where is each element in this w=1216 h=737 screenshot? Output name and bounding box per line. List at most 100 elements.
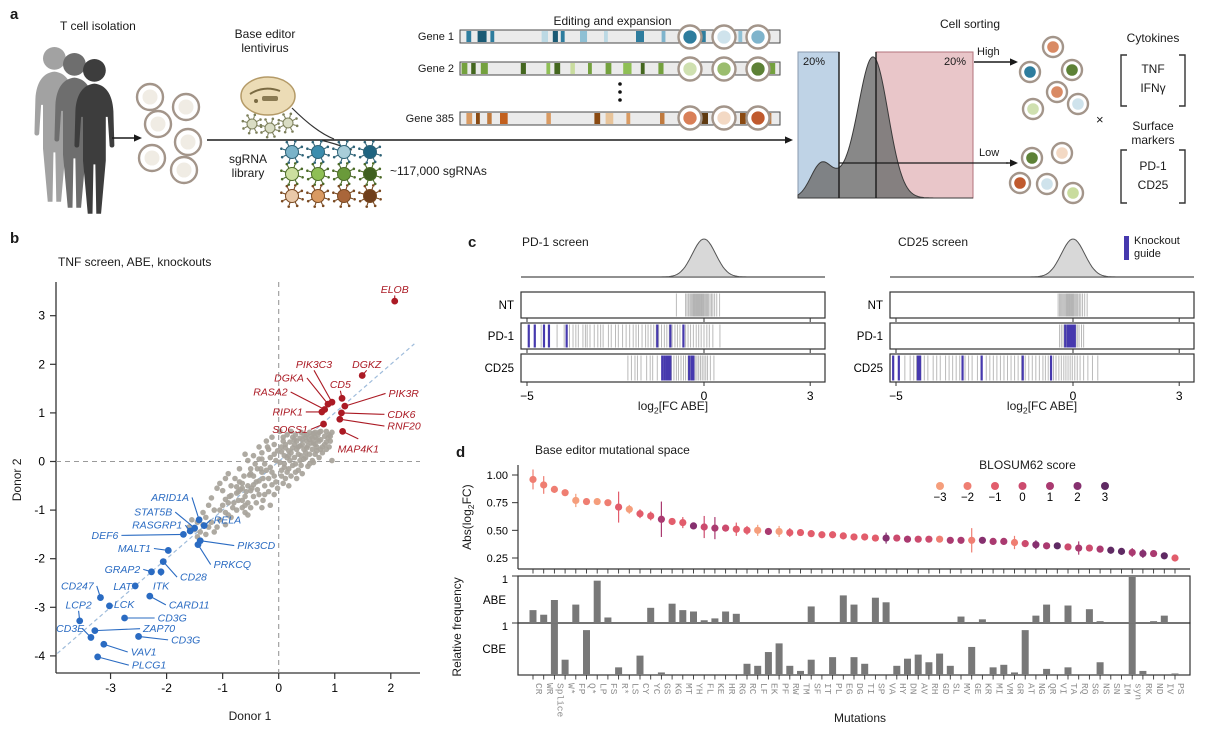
svg-text:RC: RC: [747, 683, 758, 695]
cell-icon: [1060, 58, 1084, 82]
rug-row-NT: NT: [868, 291, 1195, 322]
svg-text:CD25: CD25: [485, 363, 514, 375]
svg-text:0: 0: [1019, 492, 1025, 504]
svg-text:RQ: RQ: [1079, 683, 1090, 695]
svg-text:Q*: Q*: [587, 683, 598, 694]
xlabel-rest: [FC ABE]: [658, 399, 709, 413]
svg-text:GRAP2: GRAP2: [105, 564, 141, 576]
gene385-label: Gene 385: [405, 113, 454, 125]
svg-text:1: 1: [502, 621, 508, 633]
svg-text:PD-1: PD-1: [488, 331, 514, 343]
cell-icon: [1061, 181, 1085, 205]
svg-text:3: 3: [807, 389, 814, 403]
svg-text:PD-1: PD-1: [857, 331, 883, 343]
svg-text:EG: EG: [844, 683, 855, 695]
svg-text:AT: AT: [1025, 683, 1036, 695]
svg-text:-3: -3: [105, 681, 116, 695]
rug-row-CD25: CD25: [854, 353, 1195, 386]
virus-icon: [306, 140, 330, 164]
mutation-scatter: [529, 469, 1179, 562]
svg-text:CD3G: CD3G: [158, 612, 187, 624]
svg-text:DEF6: DEF6: [92, 530, 119, 542]
svg-text:KE: KE: [715, 683, 726, 695]
low-label: Low: [979, 147, 1000, 159]
svg-text:GR: GR: [1015, 683, 1026, 695]
cell-icon: [677, 105, 703, 131]
svg-text:-3: -3: [34, 600, 45, 614]
ellipsis-dot: [618, 98, 622, 102]
density-curve: [890, 238, 1194, 278]
cell-icon: [1008, 171, 1032, 195]
svg-text:ELOB: ELOB: [381, 284, 409, 296]
svg-text:W*: W*: [565, 683, 576, 694]
svg-text:CD3E: CD3E: [56, 623, 85, 635]
cell-icon: [143, 109, 173, 139]
svg-text:PL: PL: [833, 683, 844, 695]
svg-text:VA: VA: [886, 683, 897, 695]
svg-text:IV: IV: [1165, 683, 1176, 695]
cell-icon: [677, 56, 703, 82]
svg-text:0.50: 0.50: [487, 525, 508, 537]
svg-text:0.25: 0.25: [487, 553, 508, 565]
svg-text:RW: RW: [790, 683, 801, 695]
svg-text:DGKA: DGKA: [274, 372, 304, 384]
panel-a-letter: a: [10, 6, 19, 23]
cell-icon: [135, 82, 165, 112]
virus-icon: [259, 117, 281, 139]
svg-text:IM: IM: [1122, 683, 1133, 695]
identity-line: [56, 343, 415, 654]
svg-text:CY: CY: [640, 683, 651, 695]
cell-icon: [745, 24, 771, 50]
relative-frequency-label: Relative frequency: [450, 577, 465, 677]
svg-text:WR: WR: [544, 683, 555, 695]
svg-text:VI: VI: [1058, 683, 1069, 694]
virus-icon: [277, 112, 299, 134]
svg-text:2: 2: [1074, 492, 1080, 504]
svg-text:1: 1: [502, 574, 508, 586]
virus-icon: [306, 162, 330, 186]
bracket: [1179, 149, 1186, 204]
svg-text:AV: AV: [918, 683, 929, 695]
surface-pd1: PD-1: [1139, 159, 1167, 173]
times-symbol: ×: [1096, 112, 1104, 127]
svg-text:DN: DN: [908, 683, 919, 694]
panel-a-graphics: [34, 24, 1186, 214]
t-cell-isolation-label: T cell isolation: [60, 19, 136, 33]
gene1-label: Gene 1: [417, 31, 454, 43]
svg-text:PLCG1: PLCG1: [132, 660, 166, 672]
svg-text:−5: −5: [889, 389, 903, 403]
svg-text:EK: EK: [769, 683, 780, 695]
cell-icon: [169, 155, 199, 185]
svg-text:PRKCQ: PRKCQ: [214, 559, 251, 571]
panel-c-letter: c: [468, 234, 477, 251]
svg-text:PIK3C3: PIK3C3: [296, 359, 332, 371]
svg-text:TA: TA: [1068, 683, 1079, 695]
xlabel-sub: 2: [653, 405, 659, 416]
svg-text:NT: NT: [499, 300, 514, 312]
cell-icon: [1018, 60, 1042, 84]
panel-b-letter: b: [10, 230, 20, 247]
panel-c-rugplots: NT PD-1 CD25 −5 0 3 NT PD-1 CD25 −5 0 3: [485, 238, 1195, 403]
cell-icon: [137, 143, 167, 173]
blosum-legend-title: BLOSUM62 score: [979, 458, 1076, 472]
svg-text:PIK3CD: PIK3CD: [237, 540, 275, 552]
svg-text:CD247: CD247: [61, 580, 95, 592]
rug-row-CD25: CD25: [485, 353, 826, 386]
sort-histogram: [797, 56, 973, 199]
svg-text:2: 2: [387, 681, 394, 695]
ylabel-base: Abs(log: [459, 509, 474, 550]
svg-text:1.00: 1.00: [487, 470, 508, 482]
svg-text:R*: R*: [619, 683, 630, 694]
svg-text:CD3G: CD3G: [171, 634, 200, 646]
svg-text:ITK: ITK: [153, 580, 170, 592]
svg-text:QR: QR: [1047, 683, 1058, 695]
svg-text:−2: −2: [961, 492, 974, 504]
svg-text:ARID1A: ARID1A: [150, 492, 189, 504]
surface-markers-title: Surface markers: [1131, 119, 1175, 147]
svg-text:MV: MV: [961, 683, 972, 695]
svg-text:LF: LF: [758, 683, 769, 695]
cell-icon: [711, 24, 737, 50]
svg-text:CD5: CD5: [330, 379, 351, 391]
panel-d-mutational-space: 1.00 0.75 0.50 0.25 −3 −2 −1 0 1 2 3 1 1 ABE CBE CR WR Sp…: [482, 465, 1191, 718]
svg-text:RH: RH: [929, 683, 940, 694]
